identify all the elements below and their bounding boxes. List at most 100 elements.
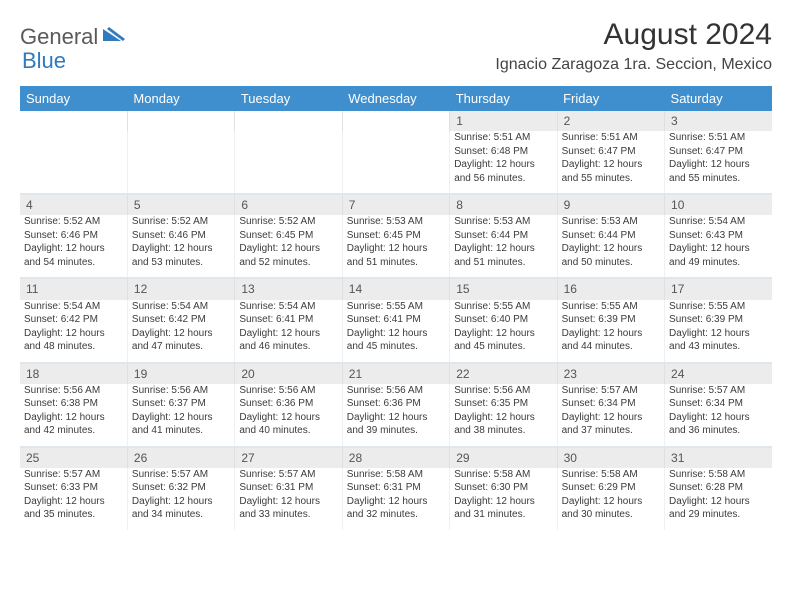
daylight-line: Daylight: 12 hours and 30 minutes. bbox=[562, 495, 660, 522]
day-header: Tuesday bbox=[235, 86, 342, 111]
day-cell: Sunrise: 5:52 AMSunset: 6:46 PMDaylight:… bbox=[20, 215, 127, 278]
daylight-line: Daylight: 12 hours and 40 minutes. bbox=[239, 411, 337, 438]
day-number: 15 bbox=[450, 278, 557, 299]
day-cell: Sunrise: 5:58 AMSunset: 6:29 PMDaylight:… bbox=[557, 468, 664, 530]
day-header: Friday bbox=[557, 86, 664, 111]
sunrise-line: Sunrise: 5:54 AM bbox=[239, 300, 337, 314]
title-block: August 2024 Ignacio Zaragoza 1ra. Seccio… bbox=[495, 18, 772, 74]
sunrise-line: Sunrise: 5:58 AM bbox=[454, 468, 552, 482]
day-header: Thursday bbox=[450, 86, 557, 111]
sunrise-line: Sunrise: 5:58 AM bbox=[669, 468, 768, 482]
day-number: 22 bbox=[450, 363, 557, 384]
sunrise-line: Sunrise: 5:56 AM bbox=[454, 384, 552, 398]
day-cell: Sunrise: 5:55 AMSunset: 6:39 PMDaylight:… bbox=[557, 300, 664, 363]
day-cell: Sunrise: 5:54 AMSunset: 6:42 PMDaylight:… bbox=[127, 300, 234, 363]
sunset-line: Sunset: 6:31 PM bbox=[239, 481, 337, 495]
day-cell: Sunrise: 5:56 AMSunset: 6:36 PMDaylight:… bbox=[235, 384, 342, 447]
sunrise-line: Sunrise: 5:52 AM bbox=[239, 215, 337, 229]
day-number: 3 bbox=[665, 111, 772, 131]
sunset-line: Sunset: 6:46 PM bbox=[24, 229, 123, 243]
daylight-line: Daylight: 12 hours and 37 minutes. bbox=[562, 411, 660, 438]
day-cell bbox=[342, 131, 449, 194]
day-number bbox=[342, 111, 449, 131]
day-number bbox=[235, 111, 342, 131]
sunset-line: Sunset: 6:44 PM bbox=[562, 229, 660, 243]
sunset-line: Sunset: 6:42 PM bbox=[24, 313, 123, 327]
sunset-line: Sunset: 6:44 PM bbox=[454, 229, 552, 243]
day-number: 11 bbox=[20, 278, 127, 299]
sunrise-line: Sunrise: 5:52 AM bbox=[132, 215, 230, 229]
day-cell: Sunrise: 5:57 AMSunset: 6:34 PMDaylight:… bbox=[665, 384, 772, 447]
day-number: 10 bbox=[665, 194, 772, 215]
day-header: Sunday bbox=[20, 86, 127, 111]
day-number: 21 bbox=[342, 363, 449, 384]
sunrise-line: Sunrise: 5:55 AM bbox=[562, 300, 660, 314]
day-number: 28 bbox=[342, 447, 449, 468]
sunset-line: Sunset: 6:34 PM bbox=[669, 397, 768, 411]
daylight-line: Daylight: 12 hours and 42 minutes. bbox=[24, 411, 123, 438]
sunset-line: Sunset: 6:47 PM bbox=[669, 145, 768, 159]
sunrise-line: Sunrise: 5:57 AM bbox=[562, 384, 660, 398]
daylight-line: Daylight: 12 hours and 29 minutes. bbox=[669, 495, 768, 522]
sunrise-line: Sunrise: 5:54 AM bbox=[132, 300, 230, 314]
daylight-line: Daylight: 12 hours and 55 minutes. bbox=[562, 158, 660, 185]
day-number: 25 bbox=[20, 447, 127, 468]
sunset-line: Sunset: 6:33 PM bbox=[24, 481, 123, 495]
daylight-line: Daylight: 12 hours and 50 minutes. bbox=[562, 242, 660, 269]
day-number: 16 bbox=[557, 278, 664, 299]
daylight-line: Daylight: 12 hours and 31 minutes. bbox=[454, 495, 552, 522]
sunset-line: Sunset: 6:30 PM bbox=[454, 481, 552, 495]
daylight-line: Daylight: 12 hours and 44 minutes. bbox=[562, 327, 660, 354]
sunrise-line: Sunrise: 5:51 AM bbox=[454, 131, 552, 145]
day-cell: Sunrise: 5:58 AMSunset: 6:28 PMDaylight:… bbox=[665, 468, 772, 530]
day-cell: Sunrise: 5:53 AMSunset: 6:44 PMDaylight:… bbox=[450, 215, 557, 278]
sunset-line: Sunset: 6:39 PM bbox=[669, 313, 768, 327]
day-cell: Sunrise: 5:53 AMSunset: 6:45 PMDaylight:… bbox=[342, 215, 449, 278]
day-cell: Sunrise: 5:57 AMSunset: 6:32 PMDaylight:… bbox=[127, 468, 234, 530]
day-number bbox=[127, 111, 234, 131]
sunset-line: Sunset: 6:41 PM bbox=[347, 313, 445, 327]
day-number: 19 bbox=[127, 363, 234, 384]
sunset-line: Sunset: 6:43 PM bbox=[669, 229, 768, 243]
sunset-line: Sunset: 6:42 PM bbox=[132, 313, 230, 327]
sunrise-line: Sunrise: 5:57 AM bbox=[239, 468, 337, 482]
day-number: 5 bbox=[127, 194, 234, 215]
sunset-line: Sunset: 6:37 PM bbox=[132, 397, 230, 411]
day-header: Wednesday bbox=[342, 86, 449, 111]
sunrise-line: Sunrise: 5:56 AM bbox=[239, 384, 337, 398]
day-number: 27 bbox=[235, 447, 342, 468]
sunset-line: Sunset: 6:40 PM bbox=[454, 313, 552, 327]
daylight-line: Daylight: 12 hours and 36 minutes. bbox=[669, 411, 768, 438]
sunrise-line: Sunrise: 5:51 AM bbox=[669, 131, 768, 145]
sunset-line: Sunset: 6:47 PM bbox=[562, 145, 660, 159]
day-cell: Sunrise: 5:56 AMSunset: 6:35 PMDaylight:… bbox=[450, 384, 557, 447]
sunset-line: Sunset: 6:39 PM bbox=[562, 313, 660, 327]
sunrise-line: Sunrise: 5:53 AM bbox=[347, 215, 445, 229]
sunrise-line: Sunrise: 5:56 AM bbox=[347, 384, 445, 398]
daylight-line: Daylight: 12 hours and 41 minutes. bbox=[132, 411, 230, 438]
sunset-line: Sunset: 6:34 PM bbox=[562, 397, 660, 411]
day-cell: Sunrise: 5:56 AMSunset: 6:36 PMDaylight:… bbox=[342, 384, 449, 447]
day-cell: Sunrise: 5:54 AMSunset: 6:42 PMDaylight:… bbox=[20, 300, 127, 363]
daylight-line: Daylight: 12 hours and 51 minutes. bbox=[454, 242, 552, 269]
day-header: Saturday bbox=[665, 86, 772, 111]
sunrise-line: Sunrise: 5:55 AM bbox=[347, 300, 445, 314]
day-cell: Sunrise: 5:54 AMSunset: 6:43 PMDaylight:… bbox=[665, 215, 772, 278]
day-cell: Sunrise: 5:56 AMSunset: 6:37 PMDaylight:… bbox=[127, 384, 234, 447]
day-cell: Sunrise: 5:57 AMSunset: 6:33 PMDaylight:… bbox=[20, 468, 127, 530]
daylight-line: Daylight: 12 hours and 51 minutes. bbox=[347, 242, 445, 269]
day-number: 23 bbox=[557, 363, 664, 384]
calendar-body: 123Sunrise: 5:51 AMSunset: 6:48 PMDaylig… bbox=[20, 111, 772, 530]
daylight-line: Daylight: 12 hours and 54 minutes. bbox=[24, 242, 123, 269]
calendar-page: General August 2024 Ignacio Zaragoza 1ra… bbox=[0, 0, 792, 540]
sunrise-line: Sunrise: 5:55 AM bbox=[669, 300, 768, 314]
day-number: 14 bbox=[342, 278, 449, 299]
daylight-line: Daylight: 12 hours and 38 minutes. bbox=[454, 411, 552, 438]
day-number: 31 bbox=[665, 447, 772, 468]
day-cell: Sunrise: 5:51 AMSunset: 6:48 PMDaylight:… bbox=[450, 131, 557, 194]
logo-text-general: General bbox=[20, 24, 98, 50]
day-cell bbox=[235, 131, 342, 194]
sunset-line: Sunset: 6:32 PM bbox=[132, 481, 230, 495]
day-number: 7 bbox=[342, 194, 449, 215]
day-cell bbox=[127, 131, 234, 194]
